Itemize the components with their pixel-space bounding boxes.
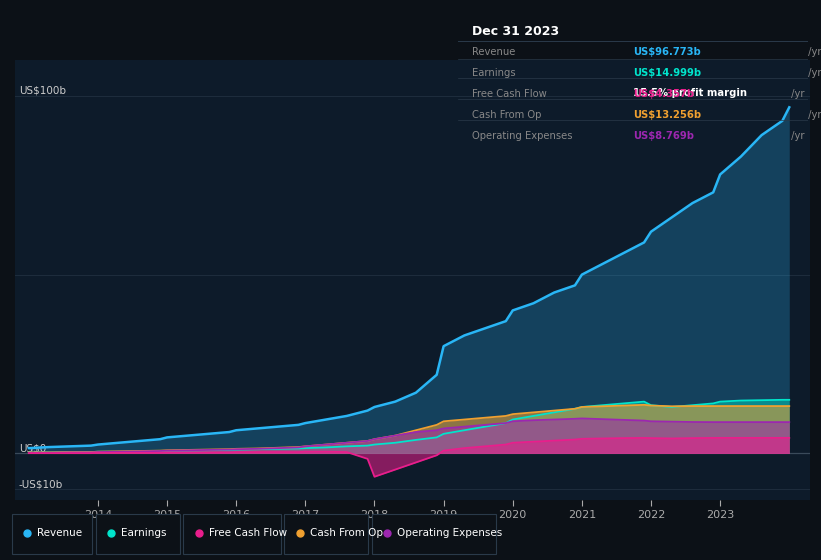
Text: US$8.769b: US$8.769b bbox=[633, 131, 694, 141]
Text: Earnings: Earnings bbox=[472, 68, 516, 78]
Text: US$13.256b: US$13.256b bbox=[633, 110, 701, 120]
Text: Free Cash Flow: Free Cash Flow bbox=[209, 529, 287, 538]
Text: -US$10b: -US$10b bbox=[19, 479, 63, 489]
Text: Revenue: Revenue bbox=[472, 47, 516, 57]
Text: Operating Expenses: Operating Expenses bbox=[472, 131, 572, 141]
Text: Cash From Op: Cash From Op bbox=[472, 110, 541, 120]
FancyBboxPatch shape bbox=[284, 514, 369, 554]
Text: Operating Expenses: Operating Expenses bbox=[397, 529, 502, 538]
FancyBboxPatch shape bbox=[372, 514, 496, 554]
Text: Earnings: Earnings bbox=[122, 529, 167, 538]
Text: US$100b: US$100b bbox=[19, 86, 66, 96]
Text: Revenue: Revenue bbox=[37, 529, 82, 538]
Text: Free Cash Flow: Free Cash Flow bbox=[472, 89, 547, 99]
Text: Cash From Op: Cash From Op bbox=[310, 529, 383, 538]
Text: /yr: /yr bbox=[787, 131, 805, 141]
Text: US$0: US$0 bbox=[19, 444, 46, 454]
Text: /yr: /yr bbox=[787, 89, 805, 99]
Text: US$96.773b: US$96.773b bbox=[633, 47, 701, 57]
Text: 15.5% profit margin: 15.5% profit margin bbox=[633, 88, 747, 98]
Text: /yr: /yr bbox=[805, 47, 821, 57]
Text: US$14.999b: US$14.999b bbox=[633, 68, 701, 78]
FancyBboxPatch shape bbox=[96, 514, 180, 554]
Text: /yr: /yr bbox=[805, 68, 821, 78]
Text: US$4.357b: US$4.357b bbox=[633, 89, 694, 99]
Text: Dec 31 2023: Dec 31 2023 bbox=[472, 25, 559, 38]
FancyBboxPatch shape bbox=[183, 514, 281, 554]
FancyBboxPatch shape bbox=[11, 514, 92, 554]
Text: /yr: /yr bbox=[805, 110, 821, 120]
